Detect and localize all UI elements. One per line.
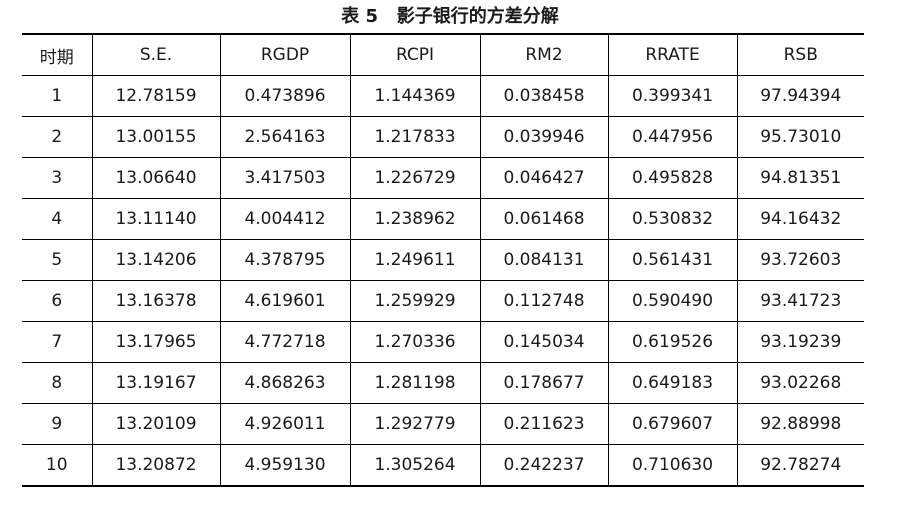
period-cell: 8: [22, 362, 93, 404]
table-row: 7 13.17965 4.772718 1.270336 0.145034 0.61952…: [22, 321, 864, 363]
table-row: 5 13.14206 4.378795 1.249611 0.084131 0.56143…: [22, 239, 864, 281]
value-cell: 2.564163: [219, 116, 351, 158]
value-cell: 0.561431: [607, 239, 738, 281]
period-cell: 6: [22, 280, 93, 322]
value-cell: 0.178677: [479, 362, 609, 404]
value-cell: 1.217833: [349, 116, 481, 158]
value-cell: 13.17965: [91, 321, 221, 363]
period-cell: 5: [22, 239, 93, 281]
value-cell: 0.242237: [479, 444, 609, 486]
period-cell: 10: [22, 444, 93, 486]
value-cell: 0.046427: [479, 157, 609, 199]
value-cell: 4.868263: [219, 362, 351, 404]
column-header: RM2: [479, 34, 609, 76]
period-cell: 9: [22, 403, 93, 445]
value-cell: 1.144369: [349, 75, 481, 117]
value-cell: 0.061468: [479, 198, 609, 240]
value-cell: 1.238962: [349, 198, 481, 240]
table-row: 8 13.19167 4.868263 1.281198 0.178677 0.64918…: [22, 362, 864, 404]
value-cell: 13.00155: [91, 116, 221, 158]
value-cell: 1.292779: [349, 403, 481, 445]
value-cell: 0.495828: [607, 157, 738, 199]
value-cell: 0.447956: [607, 116, 738, 158]
table-caption: 表 5 影子银行的方差分解: [341, 6, 559, 27]
value-cell: 1.270336: [349, 321, 481, 363]
value-cell: 97.94394: [736, 75, 864, 117]
value-cell: 92.88998: [736, 403, 864, 445]
value-cell: 0.649183: [607, 362, 738, 404]
value-cell: 1.305264: [349, 444, 481, 486]
table-body: 1 12.78159 0.473896 1.144369 0.038458 0.39934…: [22, 75, 864, 486]
value-cell: 3.417503: [219, 157, 351, 199]
value-cell: 0.084131: [479, 239, 609, 281]
value-cell: 93.02268: [736, 362, 864, 404]
value-cell: 4.959130: [219, 444, 351, 486]
value-cell: 0.038458: [479, 75, 609, 117]
value-cell: 0.211623: [479, 403, 609, 445]
value-cell: 0.473896: [219, 75, 351, 117]
value-cell: 0.710630: [607, 444, 738, 486]
column-header: 时期: [22, 34, 93, 76]
header-row: 时期 S.E. RGDP RCPI RM2 RRATE RSB: [22, 34, 864, 76]
value-cell: 1.249611: [349, 239, 481, 281]
table-row: 9 13.20109 4.926011 1.292779 0.211623 0.67960…: [22, 403, 864, 445]
table-row: 10 13.20872 4.959130 1.305264 0.242237 0.7106…: [22, 444, 864, 486]
value-cell: 13.20109: [91, 403, 221, 445]
value-cell: 13.14206: [91, 239, 221, 281]
period-cell: 3: [22, 157, 93, 199]
value-cell: 0.679607: [607, 403, 738, 445]
variance-decomposition-table: 时期 S.E. RGDP RCPI RM2 RRATE RSB 1 12.78159 0.473…: [22, 33, 864, 487]
value-cell: 93.19239: [736, 321, 864, 363]
value-cell: 0.112748: [479, 280, 609, 322]
value-cell: 0.039946: [479, 116, 609, 158]
value-cell: 13.16378: [91, 280, 221, 322]
table-row: 6 13.16378 4.619601 1.259929 0.112748 0.59049…: [22, 280, 864, 322]
value-cell: 0.399341: [607, 75, 738, 117]
value-cell: 93.41723: [736, 280, 864, 322]
table-row: 4 13.11140 4.004412 1.238962 0.061468 0.53083…: [22, 198, 864, 240]
value-cell: 4.619601: [219, 280, 351, 322]
value-cell: 0.619526: [607, 321, 738, 363]
value-cell: 13.20872: [91, 444, 221, 486]
column-header: RSB: [736, 34, 864, 76]
value-cell: 4.926011: [219, 403, 351, 445]
column-header: RGDP: [219, 34, 351, 76]
table-row: 3 13.06640 3.417503 1.226729 0.046427 0.49582…: [22, 157, 864, 199]
value-cell: 93.72603: [736, 239, 864, 281]
value-cell: 4.004412: [219, 198, 351, 240]
value-cell: 1.226729: [349, 157, 481, 199]
value-cell: 13.19167: [91, 362, 221, 404]
column-header: RCPI: [349, 34, 481, 76]
value-cell: 0.590490: [607, 280, 738, 322]
value-cell: 4.772718: [219, 321, 351, 363]
value-cell: 4.378795: [219, 239, 351, 281]
column-header: S.E.: [91, 34, 221, 76]
value-cell: 13.06640: [91, 157, 221, 199]
table-row: 2 13.00155 2.564163 1.217833 0.039946 0.44795…: [22, 116, 864, 158]
value-cell: 1.281198: [349, 362, 481, 404]
period-cell: 1: [22, 75, 93, 117]
table-row: 1 12.78159 0.473896 1.144369 0.038458 0.39934…: [22, 75, 864, 117]
value-cell: 94.16432: [736, 198, 864, 240]
value-cell: 12.78159: [91, 75, 221, 117]
value-cell: 1.259929: [349, 280, 481, 322]
period-cell: 7: [22, 321, 93, 363]
value-cell: 92.78274: [736, 444, 864, 486]
value-cell: 0.530832: [607, 198, 738, 240]
column-header: RRATE: [607, 34, 738, 76]
value-cell: 94.81351: [736, 157, 864, 199]
period-cell: 4: [22, 198, 93, 240]
value-cell: 13.11140: [91, 198, 221, 240]
period-cell: 2: [22, 116, 93, 158]
value-cell: 95.73010: [736, 116, 864, 158]
value-cell: 0.145034: [479, 321, 609, 363]
